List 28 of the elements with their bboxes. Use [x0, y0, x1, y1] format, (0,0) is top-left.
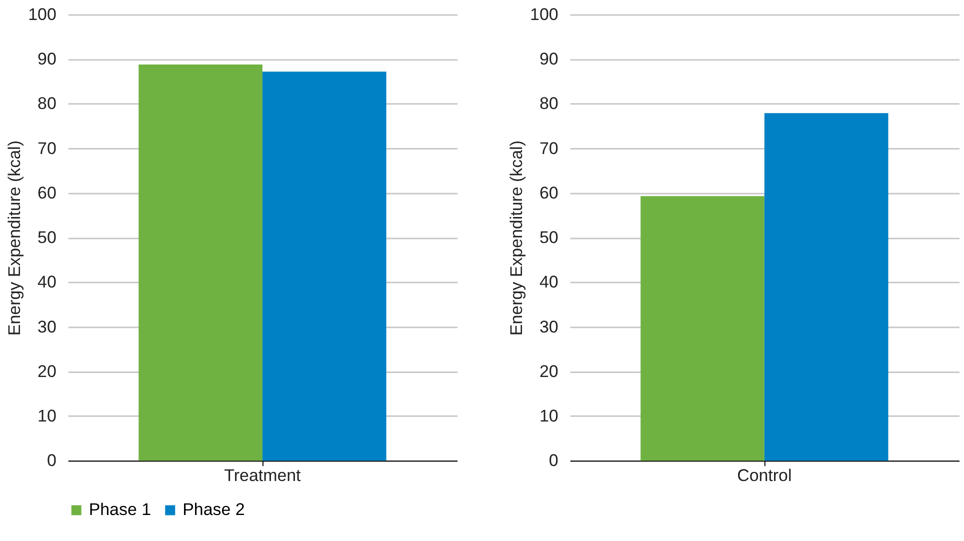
y-tick-label: 30	[38, 317, 56, 336]
y-tick-label: 90	[38, 50, 56, 69]
y-tick-label: 10	[539, 406, 558, 426]
y-tick-label: 40	[38, 272, 56, 292]
y-tick-label: 90	[539, 50, 558, 69]
y-tick-label: 40	[539, 272, 558, 292]
y-tick-label: 50	[539, 228, 558, 248]
y-axis-title: Energy Expenditure (kcal)	[5, 140, 24, 336]
x-tick-label: Control	[737, 466, 792, 486]
y-tick-label: 20	[38, 362, 56, 381]
y-tick-label: 100	[530, 5, 558, 24]
y-tick-label: 0	[46, 451, 56, 470]
legend-label: Phase 2	[182, 500, 245, 520]
y-axis-title: Energy Expenditure (kcal)	[507, 140, 526, 336]
y-tick-label: 100	[28, 5, 56, 24]
y-tick-label: 60	[38, 183, 56, 202]
y-tick-label: 30	[539, 317, 558, 336]
legend-label: Phase 1	[88, 500, 152, 520]
y-tick-label: 20	[539, 362, 558, 381]
y-tick-label: 70	[539, 138, 558, 158]
y-tick-label: 80	[539, 94, 558, 114]
y-tick-label: 70	[38, 138, 56, 158]
y-tick-label: 60	[539, 183, 558, 202]
x-tick-label: Treatment	[224, 466, 302, 486]
y-tick-label: 50	[38, 228, 56, 248]
y-tick-label: 10	[38, 406, 56, 426]
y-tick-label: 0	[548, 451, 558, 470]
y-tick-label: 80	[38, 94, 56, 114]
